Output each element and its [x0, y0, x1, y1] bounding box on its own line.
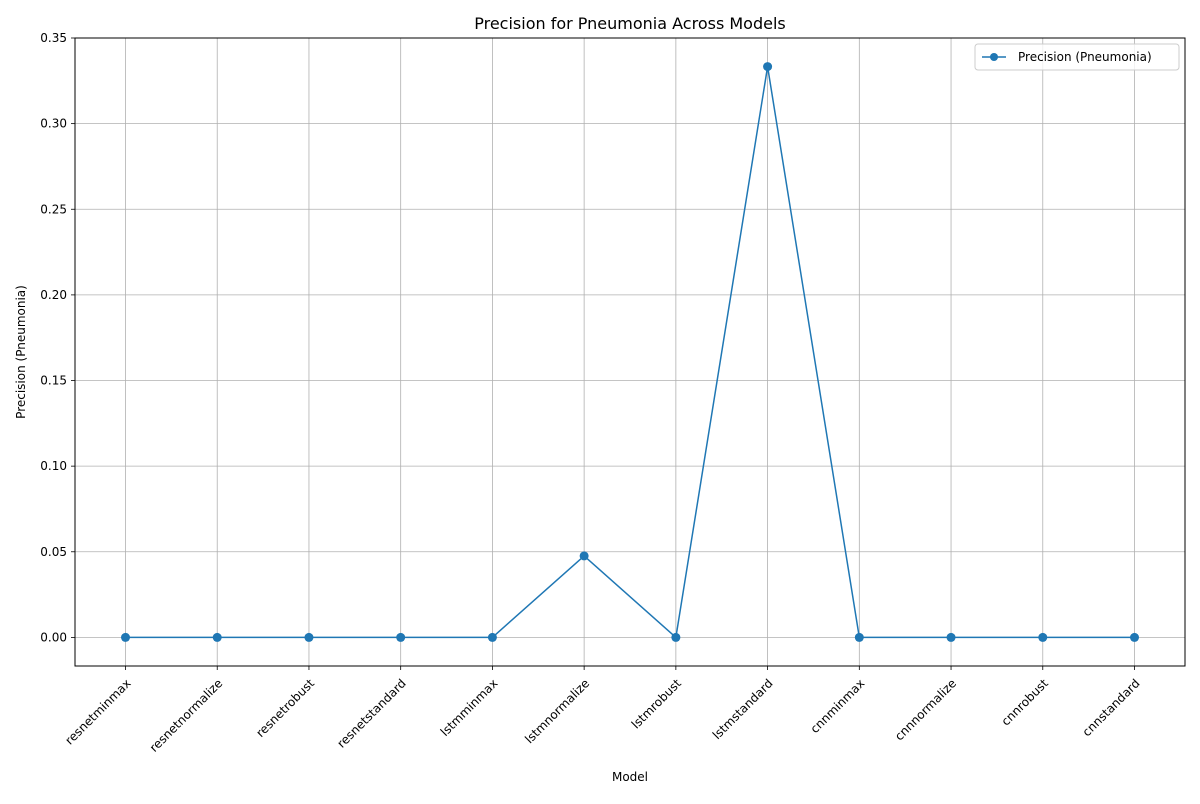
y-tick-label: 0.15: [40, 374, 67, 388]
data-point: [1130, 632, 1139, 642]
data-point: [854, 632, 864, 642]
legend-marker-sample: [990, 53, 998, 61]
y-tick-label: 0.35: [40, 31, 67, 45]
series-layer: [121, 62, 1139, 642]
y-tick-label: 0.00: [40, 630, 67, 644]
data-point: [579, 551, 589, 561]
y-axis-label: Precision (Pneumonia): [14, 285, 28, 419]
data-point: [763, 62, 773, 72]
data-point: [671, 632, 681, 642]
data-point: [212, 632, 222, 642]
series-line: [125, 65, 1135, 639]
data-point: [396, 632, 406, 642]
data-point: [487, 632, 497, 642]
data-point: [304, 632, 314, 642]
y-tick-label: 0.25: [40, 202, 67, 216]
data-point: [1038, 632, 1048, 642]
y-tick-label: 0.30: [40, 117, 67, 131]
y-tick-label: 0.10: [40, 459, 67, 473]
legend-label: Precision (Pneumonia): [1018, 50, 1152, 64]
x-axis-label: Model: [612, 770, 648, 784]
legend-box: [974, 43, 1180, 71]
plot-area-frame: [74, 37, 1186, 667]
legend: Precision (Pneumonia): [974, 43, 1180, 71]
data-point: [121, 632, 130, 642]
grid-lines: [75, 37, 1185, 666]
chart-title: Precision for Pneumonia Across Models: [474, 14, 786, 33]
data-point: [946, 632, 956, 642]
y-tick-label: 0.05: [40, 545, 67, 559]
y-tick-label: 0.20: [40, 288, 67, 302]
